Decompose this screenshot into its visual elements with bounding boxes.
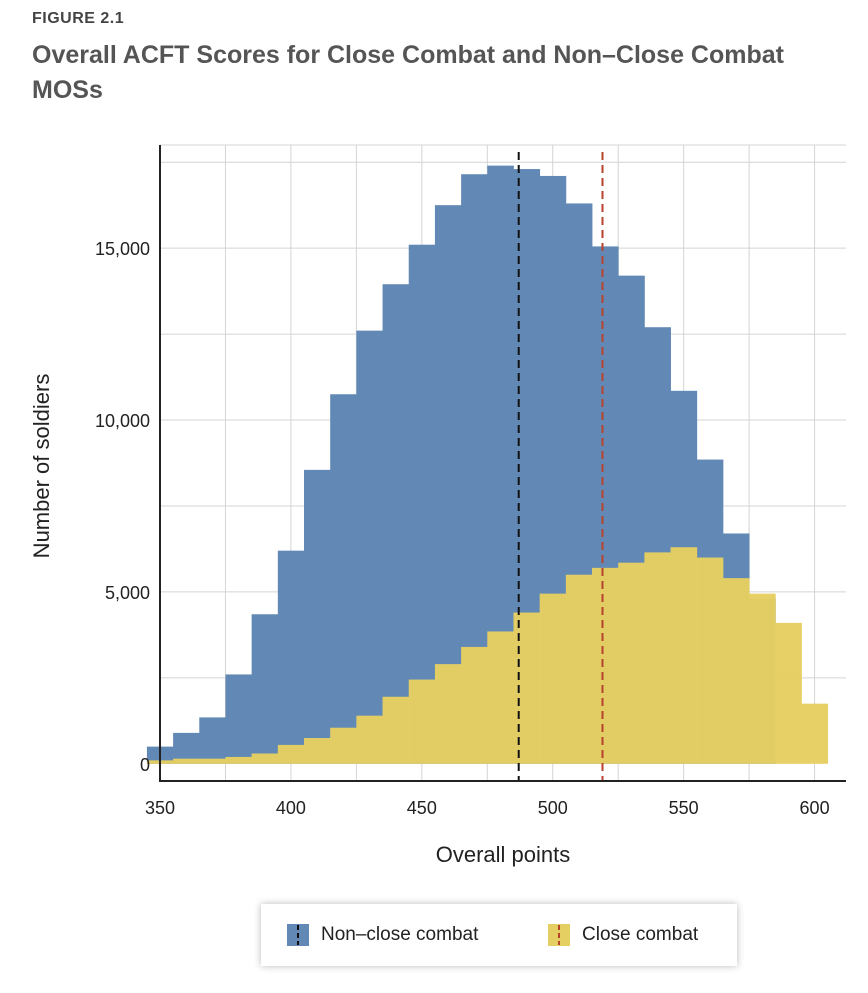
bar-close-combat bbox=[644, 552, 671, 764]
x-tick-label: 350 bbox=[145, 798, 175, 818]
bar-close-combat bbox=[513, 612, 541, 764]
legend-item-close-combat: Close combat bbox=[548, 922, 698, 948]
bar-non-close-combat bbox=[356, 330, 383, 764]
bar-non-close-combat bbox=[199, 717, 226, 764]
bar-close-combat bbox=[173, 758, 200, 764]
bar-close-combat bbox=[801, 703, 829, 764]
tick-labels: 350 400 450 500 550 600 0 5,000 10,000 15,000 bbox=[95, 239, 830, 818]
axes bbox=[159, 145, 846, 782]
bar-close-combat bbox=[434, 664, 462, 764]
y-tick-label: 10,000 bbox=[95, 411, 150, 431]
bar-close-combat bbox=[565, 574, 593, 764]
x-tick-label: 600 bbox=[800, 798, 830, 818]
y-axis-label: Number of soldiers bbox=[29, 374, 54, 559]
bar-close-combat bbox=[592, 567, 619, 764]
bar-close-combat bbox=[696, 557, 724, 764]
bar-close-combat bbox=[251, 753, 279, 764]
bar-close-combat bbox=[225, 756, 253, 764]
bar-close-combat bbox=[277, 744, 305, 764]
bar-close-combat bbox=[408, 679, 436, 764]
figure-label: FIGURE 2.1 bbox=[32, 10, 125, 27]
reference-lines bbox=[517, 152, 604, 781]
bar-non-close-combat bbox=[382, 284, 410, 764]
bar-non-close-combat bbox=[304, 469, 331, 764]
legend: Non–close combat Close combat bbox=[261, 904, 737, 966]
x-tick-label: 400 bbox=[276, 798, 306, 818]
bar-close-combat bbox=[539, 593, 567, 764]
bar-non-close-combat bbox=[225, 674, 253, 764]
bar-close-combat bbox=[461, 646, 488, 764]
y-tick-label: 15,000 bbox=[95, 239, 150, 259]
bar-close-combat bbox=[330, 727, 357, 764]
legend-swatch-non-close-combat bbox=[287, 924, 309, 946]
bar-close-combat bbox=[749, 593, 776, 764]
legend-label-close-combat: Close combat bbox=[582, 924, 699, 945]
legend-label-non-close-combat: Non–close combat bbox=[321, 924, 479, 945]
legend-swatch-close-combat bbox=[548, 924, 570, 946]
bars bbox=[146, 165, 829, 764]
histogram-chart: 350 400 450 500 550 600 0 5,000 10,000 15,000 Ove… bbox=[29, 144, 846, 867]
legend-item-non-close-combat: Non–close combat bbox=[287, 922, 478, 948]
x-axis-label: Overall points bbox=[436, 842, 571, 867]
x-tick-label: 500 bbox=[538, 798, 568, 818]
bar-close-combat bbox=[382, 696, 410, 764]
figure-title: Overall ACFT Scores for Close Combat and… bbox=[32, 41, 784, 104]
bar-close-combat bbox=[722, 578, 750, 764]
x-tick-label: 450 bbox=[407, 798, 437, 818]
bar-non-close-combat bbox=[408, 244, 436, 764]
y-tick-label: 5,000 bbox=[105, 583, 150, 603]
x-tick-label: 550 bbox=[669, 798, 699, 818]
bar-non-close-combat bbox=[277, 550, 305, 764]
bar-close-combat bbox=[670, 547, 698, 764]
bar-close-combat bbox=[304, 738, 331, 764]
bar-non-close-combat bbox=[251, 614, 279, 764]
bar-close-combat bbox=[199, 758, 226, 764]
bar-close-combat bbox=[775, 622, 802, 764]
bar-close-combat bbox=[487, 631, 514, 764]
bar-close-combat bbox=[618, 562, 645, 764]
bar-close-combat bbox=[356, 715, 383, 764]
y-tick-label: 0 bbox=[140, 755, 150, 775]
bar-non-close-combat bbox=[330, 394, 357, 764]
